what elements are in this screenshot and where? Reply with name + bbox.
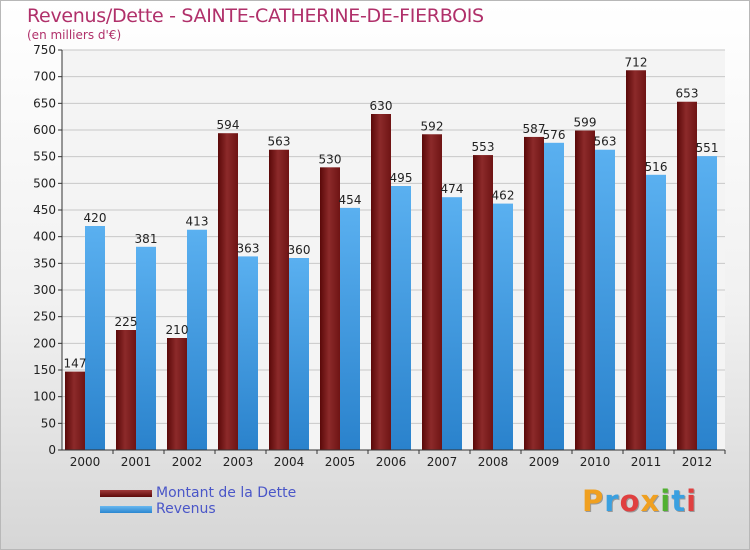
x-tick-label-2007: 2007 (427, 455, 458, 469)
data-label-debt-2000: 147 (64, 357, 87, 371)
bar-debt-2012 (677, 101, 697, 450)
y-tick-label: 700 (33, 70, 56, 84)
chart-subtitle: (en milliers d'€) (27, 28, 122, 42)
bar-revenus-2006 (391, 186, 411, 450)
bar-debt-2010 (575, 130, 595, 451)
y-axis-ticks: 0 50 100 150 200 250 300 350 400 450 500 550 600 650 7… (33, 43, 62, 457)
y-tick-label: 350 (33, 256, 56, 270)
bar-debt-2003 (218, 133, 238, 450)
data-label-debt-2001: 225 (115, 315, 138, 329)
y-tick-label: 550 (33, 150, 56, 164)
x-tick-label-2001: 2001 (121, 455, 152, 469)
data-label-revenus-2005: 454 (339, 193, 362, 207)
data-label-debt-2004: 563 (268, 135, 291, 149)
bar-debt-2004 (269, 149, 289, 450)
data-label-revenus-2009: 576 (543, 128, 566, 142)
data-label-revenus-2007: 474 (441, 182, 464, 196)
y-tick-label: 650 (33, 96, 56, 110)
legend-swatch-revenus (100, 506, 152, 513)
y-tick-label: 600 (33, 123, 56, 137)
bar-revenus-2003 (238, 256, 258, 450)
axes (61, 50, 725, 451)
data-label-revenus-2008: 462 (492, 189, 515, 203)
x-tick-label-2011: 2011 (631, 455, 662, 469)
y-tick-label: 300 (33, 283, 56, 297)
data-label-revenus-2011: 516 (645, 160, 668, 174)
y-tick-label: 250 (33, 310, 56, 324)
data-label-debt-2011: 712 (625, 55, 648, 69)
x-axis-ticks: 2000 2001 2002 2003 2004 2005 2006 2007 2008 2009… (70, 450, 726, 469)
bar-debt-2000 (65, 371, 85, 450)
x-tick-label-2008: 2008 (478, 455, 509, 469)
bar-debt-2001 (116, 330, 136, 450)
y-tick-label: 100 (33, 390, 56, 404)
bar-revenus-2001 (136, 246, 156, 450)
x-tick-label-2006: 2006 (376, 455, 407, 469)
bar-revenus-2009 (544, 142, 564, 451)
bar-revenus-2010 (595, 149, 615, 450)
data-label-debt-2006: 630 (370, 99, 393, 113)
data-label-revenus-2002: 413 (186, 215, 209, 229)
bar-debt-2007 (422, 134, 442, 450)
y-tick-label: 0 (48, 443, 56, 457)
y-tick-label: 750 (33, 43, 56, 57)
data-label-debt-2008: 553 (472, 140, 495, 154)
bar-revenus-2008 (493, 203, 513, 450)
data-label-revenus-2010: 563 (594, 135, 617, 149)
data-label-revenus-2012: 551 (696, 141, 719, 155)
y-tick-label: 500 (33, 176, 56, 190)
legend-swatch-debt (100, 490, 152, 497)
bar-debt-2011 (626, 70, 646, 451)
bar-debt-2009 (524, 136, 544, 450)
bar-revenus-2012 (697, 156, 717, 450)
bar-revenus-2011 (646, 174, 666, 451)
y-tick-label: 150 (33, 363, 56, 377)
y-tick-label: 200 (33, 336, 56, 350)
bar-debt-2005 (320, 167, 340, 451)
data-labels: 147 420 225 381 210 413 594 363 563 360 530 454 630 4… (64, 55, 719, 370)
x-tick-label-2009: 2009 (529, 455, 560, 469)
bar-debt-2008 (473, 155, 493, 451)
data-label-debt-2002: 210 (166, 323, 189, 337)
y-tick-label: 450 (33, 203, 56, 217)
x-tick-label-2000: 2000 (70, 455, 101, 469)
data-label-revenus-2003: 363 (237, 241, 260, 255)
y-tick-label: 50 (41, 416, 56, 430)
bar-revenus-2007 (442, 197, 462, 450)
x-tick-label-2010: 2010 (580, 455, 611, 469)
data-label-revenus-2000: 420 (84, 211, 107, 225)
legend-label-debt: Montant de la Dette (156, 485, 297, 501)
bar-debt-2002 (167, 338, 187, 450)
bar-revenus-2005 (340, 207, 360, 450)
bar-revenus-2002 (187, 229, 207, 450)
data-label-revenus-2004: 360 (288, 243, 311, 257)
chart-title: Revenus/Dette - SAINTE-CATHERINE-DE-FIER… (27, 5, 484, 27)
bar-revenus-2004 (289, 258, 309, 450)
x-tick-label-2002: 2002 (172, 455, 203, 469)
x-tick-label-2004: 2004 (274, 455, 305, 469)
proxiti-logo: Proxiti (582, 484, 698, 518)
data-label-debt-2005: 530 (319, 152, 342, 166)
bar-revenus-2000 (85, 226, 105, 450)
data-label-debt-2010: 599 (574, 116, 597, 130)
bars (65, 70, 717, 451)
data-label-debt-2007: 592 (421, 119, 444, 133)
y-tick-label: 400 (33, 230, 56, 244)
x-tick-label-2003: 2003 (223, 455, 254, 469)
x-tick-label-2005: 2005 (325, 455, 356, 469)
data-label-revenus-2006: 495 (390, 171, 413, 185)
data-label-debt-2012: 653 (676, 87, 699, 101)
data-label-debt-2009: 587 (523, 122, 546, 136)
bar-debt-2006 (371, 114, 391, 450)
data-label-revenus-2001: 381 (135, 232, 158, 246)
legend-label-revenus: Revenus (156, 501, 216, 517)
x-tick-label-2012: 2012 (682, 455, 713, 469)
data-label-debt-2003: 594 (217, 118, 240, 132)
